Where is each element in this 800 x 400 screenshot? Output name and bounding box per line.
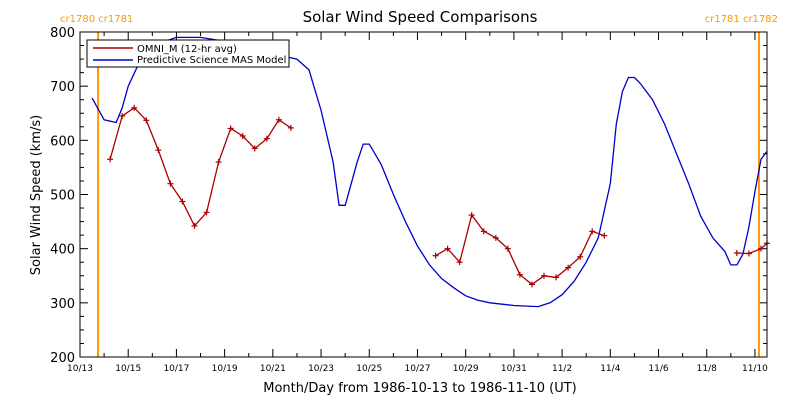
y-tick-label: 200 — [50, 351, 75, 366]
x-tick-label: 10/29 — [453, 364, 479, 374]
cr-label-right: cr1781 cr1782 — [705, 14, 778, 25]
omni-point — [565, 264, 572, 271]
omni-point — [745, 250, 752, 257]
omni-line — [736, 242, 768, 255]
y-axis-title: Solar Wind Speed (km/s) — [29, 115, 44, 275]
legend-label-model: Predictive Science MAS Model — [137, 55, 286, 66]
omni-point — [119, 112, 126, 119]
x-tick-label: 10/23 — [308, 364, 334, 374]
omni-point — [541, 272, 548, 279]
model-line — [91, 36, 768, 308]
x-tick-label: 10/27 — [405, 364, 431, 374]
legend-label-omni: OMNI_M (12-hr avg) — [137, 44, 237, 55]
omni-point — [191, 222, 198, 229]
plot-frame — [79, 31, 768, 358]
x-tick-label: 10/17 — [163, 364, 189, 374]
omni-point — [601, 232, 608, 239]
omni-point — [239, 133, 246, 139]
omni-point — [203, 209, 210, 216]
series-layer — [91, 36, 770, 308]
omni-point — [275, 116, 282, 123]
omni-point — [468, 212, 475, 219]
carrington-markers — [97, 32, 760, 357]
omni-point — [155, 147, 162, 154]
omni-point — [528, 281, 535, 288]
x-tick-label: 10/15 — [115, 364, 141, 374]
x-tick-label: 10/25 — [356, 364, 382, 374]
omni-point — [215, 159, 222, 165]
omni-point — [143, 117, 150, 124]
omni-point — [516, 271, 523, 278]
omni-point — [263, 135, 270, 142]
omni-point — [131, 104, 138, 111]
cr-label-left: cr1780 cr1781 — [60, 14, 133, 25]
omni-point — [227, 125, 234, 132]
y-tick-label: 500 — [50, 189, 75, 204]
omni-point — [179, 198, 186, 205]
y-tick-label: 700 — [50, 80, 75, 95]
chart-title: Solar Wind Speed Comparisons — [303, 8, 538, 26]
x-tick-label: 10/13 — [67, 364, 93, 374]
omni-point — [287, 124, 294, 131]
omni-point — [432, 252, 439, 259]
legend: OMNI_M (12-hr avg) Predictive Science MA… — [86, 39, 290, 68]
omni-point — [553, 274, 560, 281]
x-tick-label: 10/19 — [212, 364, 238, 374]
omni-point — [444, 245, 451, 252]
x-tick-label: 11/8 — [697, 364, 717, 374]
omni-point — [492, 234, 499, 241]
omni-point — [251, 145, 258, 152]
y-tick-label: 800 — [50, 26, 75, 41]
x-tick-label: 10/21 — [260, 364, 286, 374]
omni-point — [504, 245, 511, 252]
y-tick-label: 600 — [50, 134, 75, 149]
omni-point — [456, 259, 463, 266]
x-tick-label: 10/31 — [501, 364, 527, 374]
omni-point — [480, 228, 487, 235]
omni-point — [167, 180, 174, 187]
x-tick-label: 11/4 — [600, 364, 620, 374]
omni-point — [107, 156, 114, 163]
x-tick-label: 11/2 — [552, 364, 572, 374]
omni-point — [589, 228, 596, 235]
omni-line — [109, 106, 292, 228]
x-axis-title: Month/Day from 1986-10-13 to 1986-11-10 … — [263, 381, 576, 396]
x-tick-label: 11/10 — [742, 364, 768, 374]
legend-box — [86, 39, 290, 68]
x-tick-label: 11/6 — [648, 364, 668, 374]
y-tick-label: 300 — [50, 297, 75, 312]
omni-point — [577, 253, 584, 260]
axes-layer: 10/13 10/15 10/17 10/19 10/21 10/23 10/25 10/27… — [50, 26, 768, 374]
omni-point — [733, 250, 740, 256]
y-tick-label: 400 — [50, 243, 75, 258]
omni-point — [757, 245, 764, 252]
